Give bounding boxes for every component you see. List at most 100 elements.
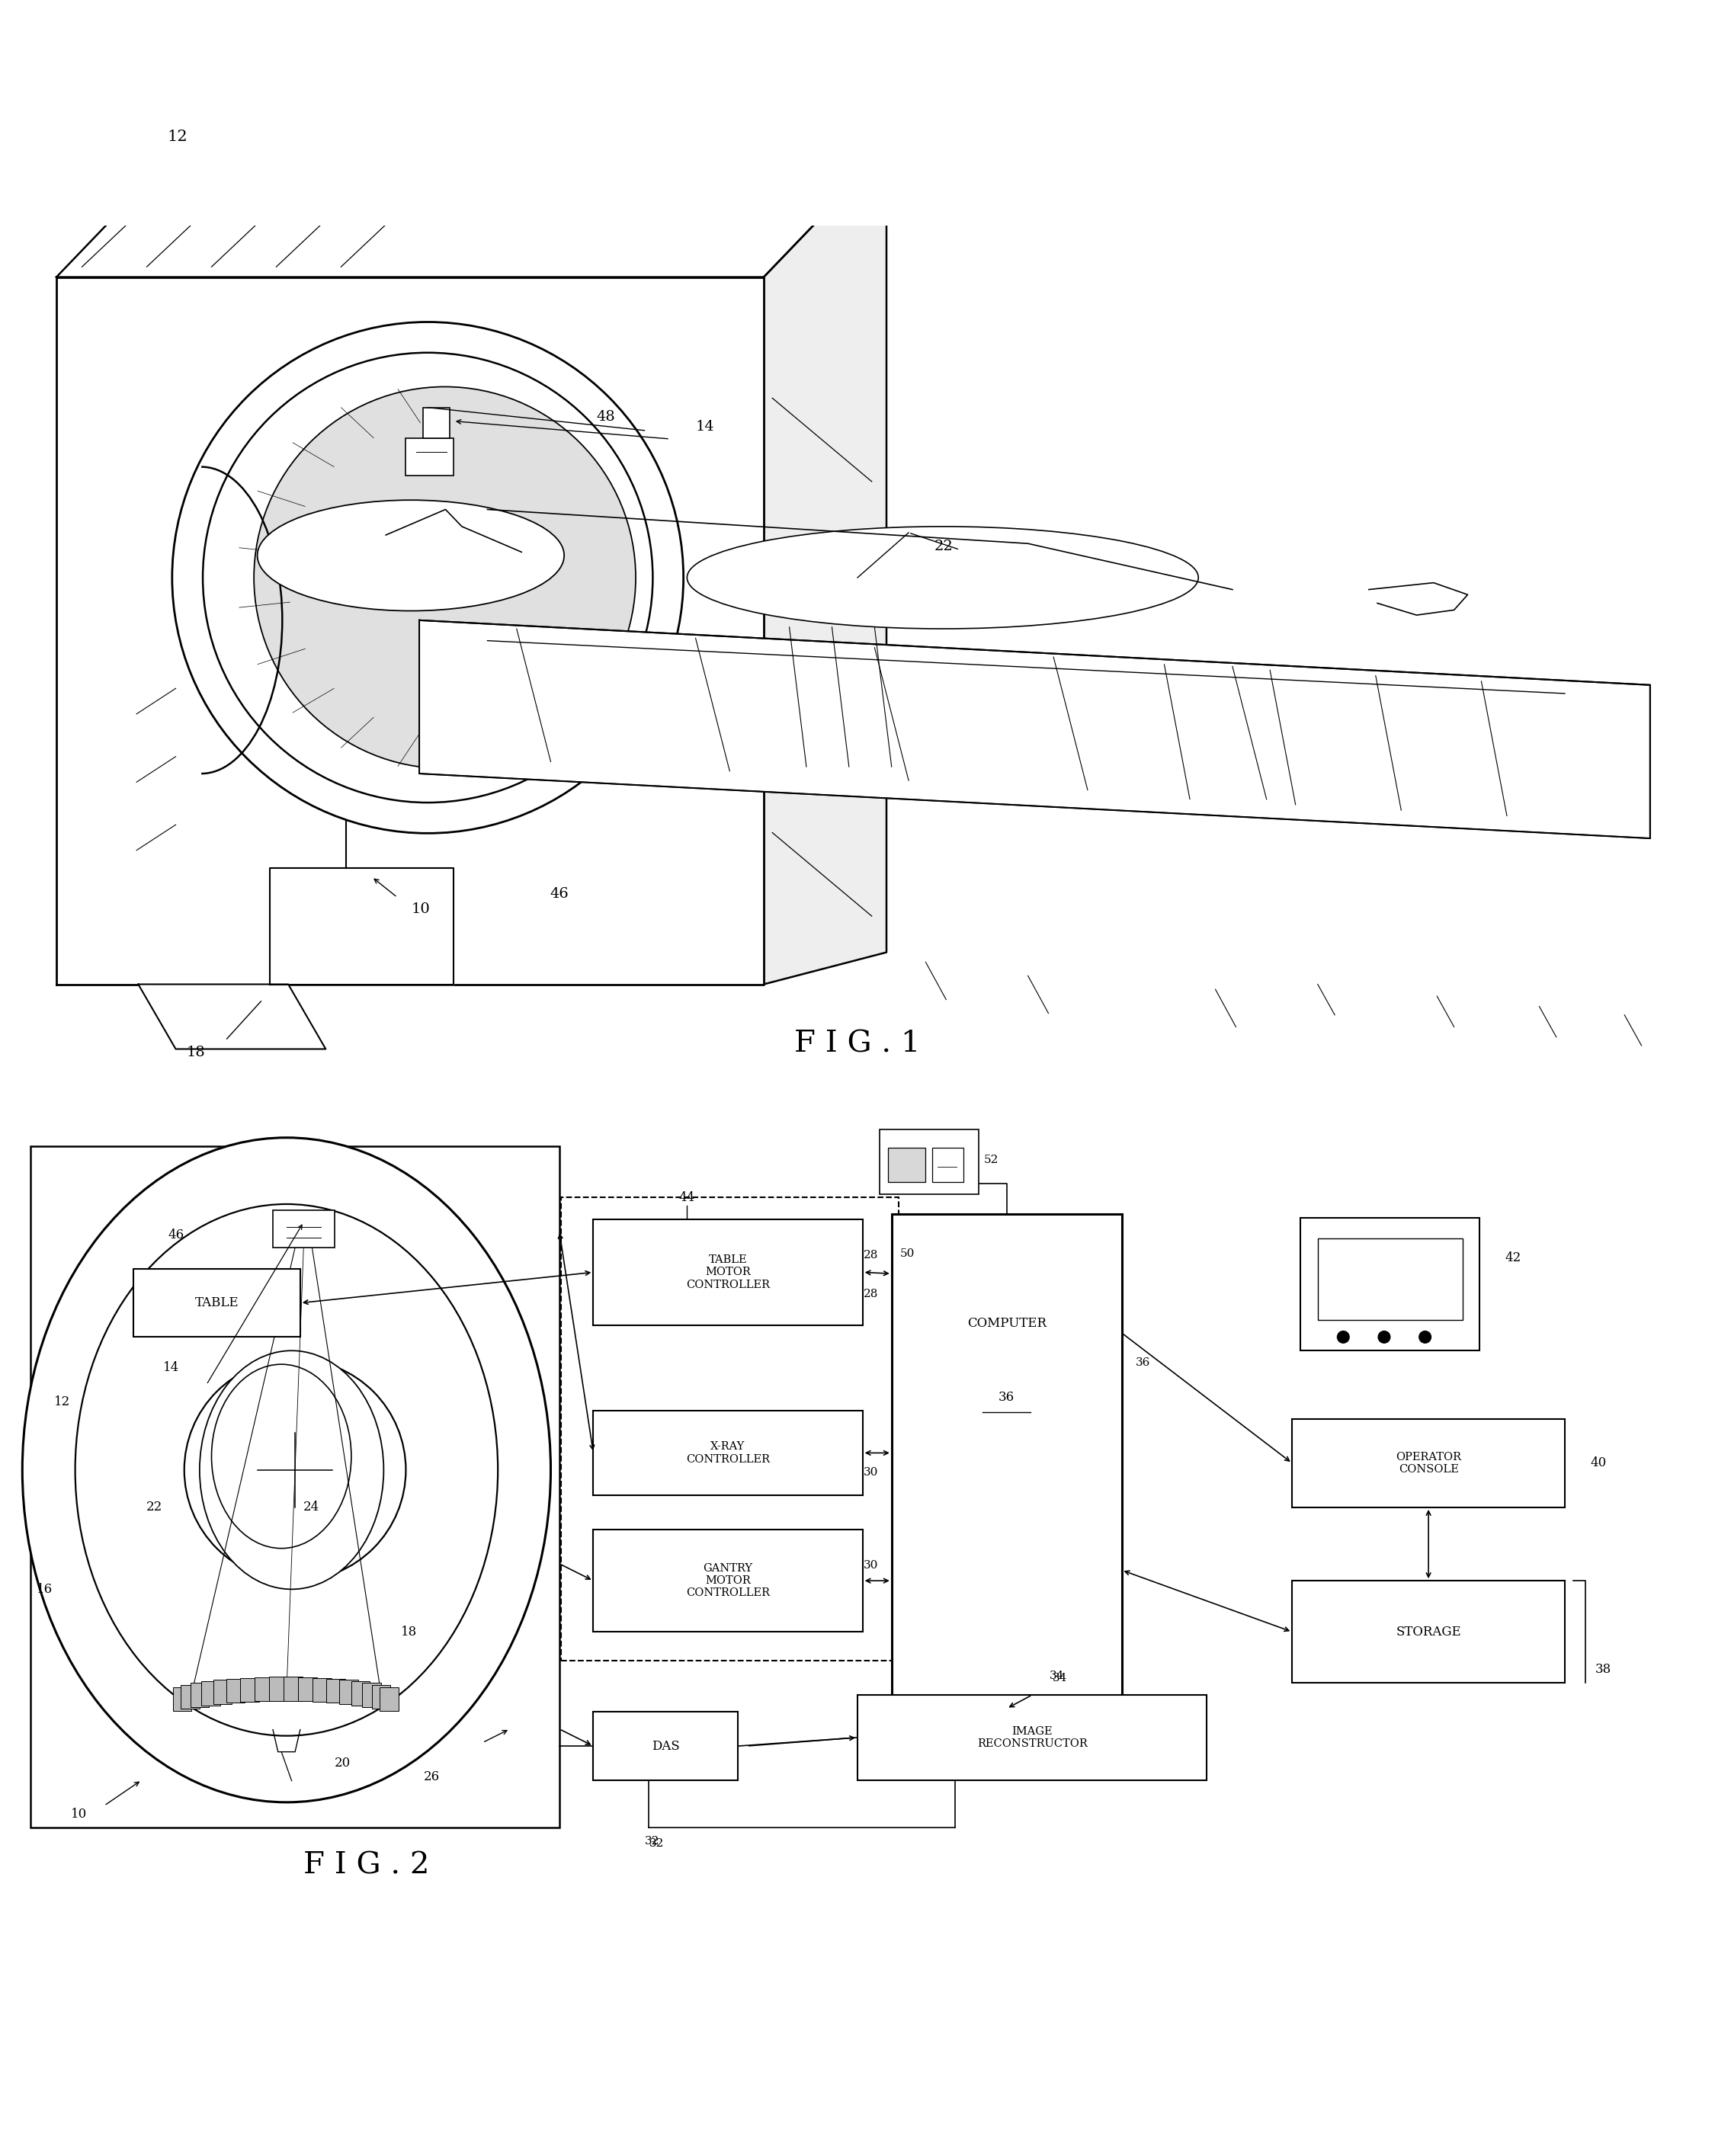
Ellipse shape — [22, 1138, 551, 1802]
FancyBboxPatch shape — [933, 1147, 964, 1181]
FancyBboxPatch shape — [422, 407, 449, 438]
FancyBboxPatch shape — [1300, 1218, 1480, 1350]
Bar — [372, 1686, 391, 1710]
Text: 16: 16 — [38, 1583, 53, 1595]
Circle shape — [172, 321, 684, 832]
Circle shape — [184, 1358, 406, 1580]
Text: STORAGE: STORAGE — [1396, 1626, 1461, 1639]
Bar — [180, 1686, 199, 1710]
Text: 14: 14 — [163, 1360, 178, 1373]
FancyBboxPatch shape — [134, 1270, 300, 1337]
Text: OPERATOR
CONSOLE: OPERATOR CONSOLE — [1396, 1451, 1461, 1475]
Polygon shape — [139, 985, 326, 1050]
Circle shape — [1379, 1330, 1391, 1343]
FancyBboxPatch shape — [892, 1214, 1122, 1708]
Polygon shape — [269, 869, 453, 985]
Text: 28: 28 — [863, 1289, 878, 1300]
Text: 34: 34 — [1050, 1671, 1063, 1682]
Text: 32: 32 — [650, 1839, 664, 1848]
Text: 38: 38 — [1595, 1662, 1612, 1675]
Bar — [201, 1682, 220, 1705]
Bar — [226, 1680, 245, 1703]
Bar — [173, 1688, 192, 1712]
Text: 32: 32 — [645, 1837, 659, 1848]
Ellipse shape — [257, 500, 564, 610]
Text: 10: 10 — [412, 903, 430, 916]
FancyBboxPatch shape — [593, 1410, 863, 1496]
FancyBboxPatch shape — [1291, 1419, 1564, 1507]
FancyBboxPatch shape — [406, 438, 453, 476]
Text: 26: 26 — [424, 1770, 439, 1783]
Text: 12: 12 — [53, 1395, 70, 1408]
Text: 10: 10 — [70, 1807, 87, 1820]
Text: F I G . 2: F I G . 2 — [304, 1852, 430, 1880]
Text: 36: 36 — [1135, 1358, 1151, 1367]
FancyBboxPatch shape — [273, 1210, 334, 1248]
Text: X-RAY
CONTROLLER: X-RAY CONTROLLER — [686, 1442, 770, 1464]
Bar — [362, 1684, 381, 1708]
Text: 48: 48 — [597, 410, 616, 423]
Bar — [312, 1677, 331, 1701]
Polygon shape — [57, 149, 887, 278]
Text: TABLE: TABLE — [196, 1296, 238, 1309]
Text: 40: 40 — [1590, 1457, 1607, 1470]
Text: 36: 36 — [998, 1391, 1015, 1404]
Bar — [283, 1677, 302, 1701]
Bar — [254, 1677, 273, 1701]
Text: F I G . 1: F I G . 1 — [794, 1031, 921, 1059]
Circle shape — [295, 509, 391, 604]
FancyBboxPatch shape — [593, 1712, 737, 1781]
Text: 18: 18 — [401, 1626, 417, 1639]
Bar — [352, 1682, 370, 1705]
Bar — [379, 1688, 398, 1712]
FancyBboxPatch shape — [858, 1695, 1207, 1781]
Bar — [240, 1677, 259, 1701]
Polygon shape — [763, 149, 887, 985]
Text: 30: 30 — [863, 1559, 878, 1570]
Text: 46: 46 — [551, 886, 569, 901]
Text: DAS: DAS — [652, 1740, 679, 1753]
Circle shape — [202, 354, 653, 802]
Text: 46: 46 — [168, 1229, 184, 1242]
Text: 14: 14 — [696, 420, 715, 433]
Polygon shape — [418, 621, 1650, 839]
Text: 42: 42 — [1506, 1250, 1521, 1263]
FancyBboxPatch shape — [880, 1130, 979, 1194]
Text: 30: 30 — [863, 1468, 878, 1477]
Ellipse shape — [199, 1350, 384, 1589]
Text: 52: 52 — [984, 1153, 998, 1164]
Text: 22: 22 — [935, 539, 954, 554]
Circle shape — [1418, 1330, 1430, 1343]
Bar — [326, 1680, 345, 1703]
Text: 44: 44 — [679, 1190, 695, 1203]
Bar — [340, 1680, 358, 1703]
FancyBboxPatch shape — [31, 1147, 559, 1828]
Ellipse shape — [211, 1365, 352, 1548]
Text: 18: 18 — [187, 1046, 206, 1059]
Text: COMPUTER: COMPUTER — [967, 1317, 1046, 1330]
Text: GANTRY
MOTOR
CONTROLLER: GANTRY MOTOR CONTROLLER — [686, 1563, 770, 1598]
FancyBboxPatch shape — [888, 1147, 926, 1181]
Text: 22: 22 — [146, 1501, 163, 1514]
Text: TABLE
MOTOR
CONTROLLER: TABLE MOTOR CONTROLLER — [686, 1255, 770, 1289]
Text: IMAGE
RECONSTRUCTOR: IMAGE RECONSTRUCTOR — [978, 1727, 1087, 1749]
Text: 12: 12 — [168, 129, 187, 144]
Text: 50: 50 — [900, 1248, 914, 1259]
Polygon shape — [57, 278, 763, 985]
Circle shape — [1338, 1330, 1350, 1343]
Text: 20: 20 — [334, 1757, 352, 1770]
FancyBboxPatch shape — [1317, 1238, 1463, 1319]
Bar — [269, 1677, 288, 1701]
Bar — [213, 1680, 232, 1703]
Ellipse shape — [688, 526, 1199, 630]
Bar — [298, 1677, 317, 1701]
Circle shape — [254, 386, 636, 768]
Text: 24: 24 — [304, 1501, 319, 1514]
Ellipse shape — [75, 1203, 497, 1736]
Text: 28: 28 — [863, 1250, 878, 1261]
Text: 34: 34 — [1053, 1673, 1067, 1684]
Bar — [190, 1684, 209, 1708]
FancyBboxPatch shape — [593, 1220, 863, 1326]
FancyBboxPatch shape — [593, 1529, 863, 1632]
FancyBboxPatch shape — [1291, 1580, 1564, 1684]
